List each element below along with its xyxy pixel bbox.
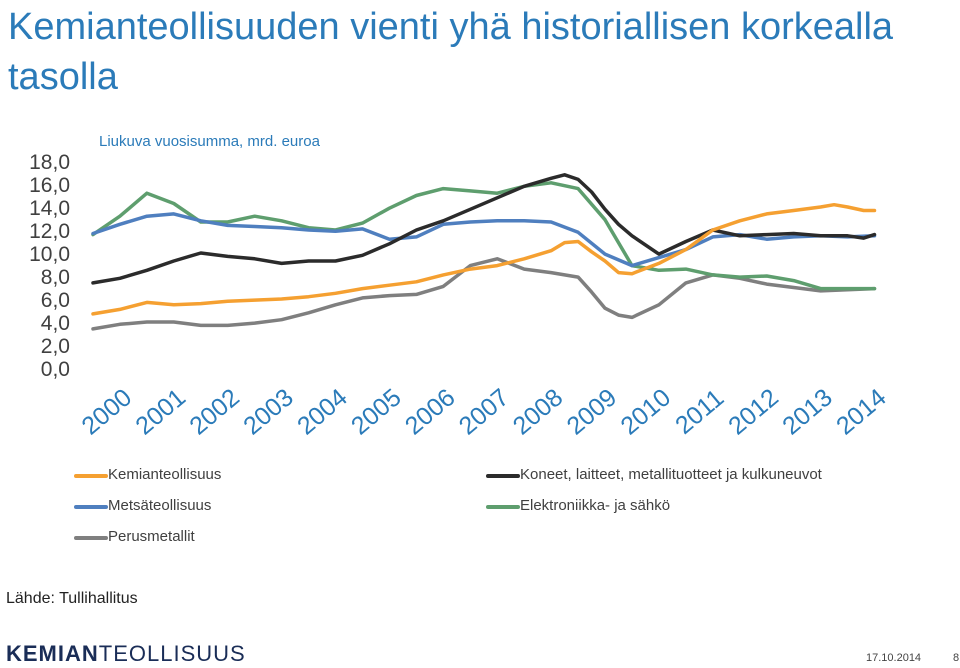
x-axis-ticks: 2000200120022003200420052006200720082009… <box>77 383 892 440</box>
legend-label: Kemianteollisuus <box>108 466 222 483</box>
y-tick-label: 18,0 <box>29 151 70 174</box>
x-tick-label: 2006 <box>400 383 461 440</box>
y-tick-label: 4,0 <box>41 312 70 335</box>
company-logo: KEMIANTEOLLISUUS <box>6 641 246 667</box>
y-tick-label: 2,0 <box>41 335 70 358</box>
legend-label: Metsäteollisuus <box>108 497 212 514</box>
y-tick-label: 0,0 <box>41 358 70 381</box>
x-tick-label: 2008 <box>508 383 569 440</box>
source-note: Lähde: Tullihallitus <box>6 590 138 607</box>
y-tick-label: 8,0 <box>41 266 70 289</box>
legend-swatch <box>486 474 520 478</box>
legend-item-kemianteollisuus: Kemianteollisuus <box>74 465 334 485</box>
legend-swatch <box>74 505 108 509</box>
page-number: 8 <box>953 652 960 664</box>
legend-item-elektroniikka: Elektroniikka- ja sähkö <box>486 496 956 516</box>
legend-label: Koneet, laitteet, metallituotteet ja kul… <box>520 466 822 483</box>
y-tick-label: 6,0 <box>41 289 70 312</box>
slide-title: Kemianteollisuuden vienti yhä historiall… <box>8 6 894 98</box>
x-tick-label: 2013 <box>777 383 838 440</box>
x-tick-label: 2007 <box>454 383 515 440</box>
y-tick-label: 12,0 <box>29 220 70 243</box>
legend-swatch <box>74 536 108 540</box>
chart-subtitle: Liukuva vuosisumma, mrd. euroa <box>99 133 320 150</box>
x-tick-label: 2002 <box>184 383 245 440</box>
y-axis-ticks: 18,016,014,012,010,08,06,04,02,00,0 <box>29 151 70 381</box>
series-line-1 <box>91 173 877 285</box>
y-tick-label: 14,0 <box>29 197 70 220</box>
series-line-4 <box>91 257 877 331</box>
logo-text-teollisuus: TEOLLISUUS <box>98 641 246 666</box>
series-line-0 <box>91 202 877 316</box>
legend-swatch <box>74 474 108 478</box>
legend-item-metsateollisuus: Metsäteollisuus <box>74 496 334 516</box>
y-tick-label: 16,0 <box>29 174 70 197</box>
series-line-3 <box>91 181 877 291</box>
x-tick-label: 2009 <box>562 383 623 440</box>
logo-text-kemian: KEMIAN <box>6 641 99 666</box>
x-tick-label: 2001 <box>130 383 191 440</box>
x-tick-label: 2010 <box>615 383 676 440</box>
x-tick-label: 2004 <box>292 383 353 440</box>
series-line-2 <box>91 212 877 268</box>
x-tick-label: 2003 <box>238 383 299 440</box>
line-chart: 18,016,014,012,010,08,06,04,02,00,0 2000… <box>29 151 892 440</box>
x-tick-label: 2012 <box>723 383 784 440</box>
legend-item-perusmetallit: Perusmetallit <box>74 527 334 547</box>
legend-label: Elektroniikka- ja sähkö <box>520 497 671 514</box>
footer-date: 17.10.2014 <box>866 652 922 664</box>
legend-item-koneet: Koneet, laitteet, metallituotteet ja kul… <box>486 465 956 485</box>
x-tick-label: 2014 <box>831 383 892 440</box>
x-tick-label: 2000 <box>77 383 138 440</box>
legend-label: Perusmetallit <box>108 528 195 545</box>
x-tick-label: 2011 <box>670 384 729 440</box>
x-tick-label: 2005 <box>346 383 407 440</box>
series-lines <box>91 173 877 331</box>
y-tick-label: 10,0 <box>29 243 70 266</box>
legend-swatch <box>486 505 520 509</box>
